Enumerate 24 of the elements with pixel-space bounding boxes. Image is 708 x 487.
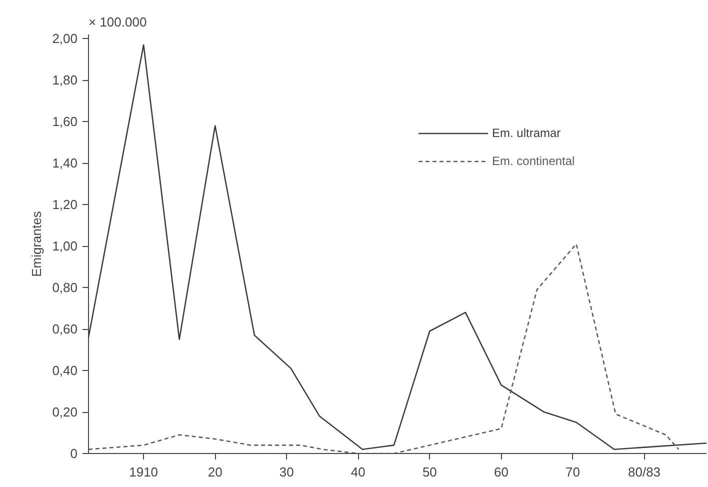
text: × 100.000 <box>88 14 147 30</box>
y-tick-label: 0 <box>70 446 78 461</box>
x-tick-label: 1910 <box>129 464 158 480</box>
y-tick-label: 0,80 <box>52 280 78 296</box>
text: Em. ultramar <box>492 126 561 140</box>
y-tick-label: 0,60 <box>52 322 78 337</box>
y-tick-label: 1,60 <box>52 114 78 130</box>
x-tick-label: 20 <box>208 464 222 480</box>
y-tick-label: 2,00 <box>52 31 78 46</box>
x-tick-label: 40 <box>350 464 366 480</box>
x-tick-label: 30 <box>279 464 294 480</box>
line-series <box>88 243 680 454</box>
x-tick-label: 50 <box>422 464 437 480</box>
y-tick-label: 1,00 <box>52 238 78 254</box>
y-tick-label: 1,20 <box>52 197 78 212</box>
x-tick-label: 60 <box>494 464 508 480</box>
x-tick-label: 70 <box>566 464 580 480</box>
y-tick-label: 1,80 <box>52 72 78 88</box>
y-tick-label: 0,40 <box>52 363 78 378</box>
y-axis-title: Emigrantes <box>29 210 44 277</box>
x-tick-label: 80/83 <box>628 464 661 480</box>
y-tick-label: 1,40 <box>52 156 78 171</box>
text: Em. continental <box>492 154 575 168</box>
y-tick-label: 0,20 <box>52 404 78 420</box>
